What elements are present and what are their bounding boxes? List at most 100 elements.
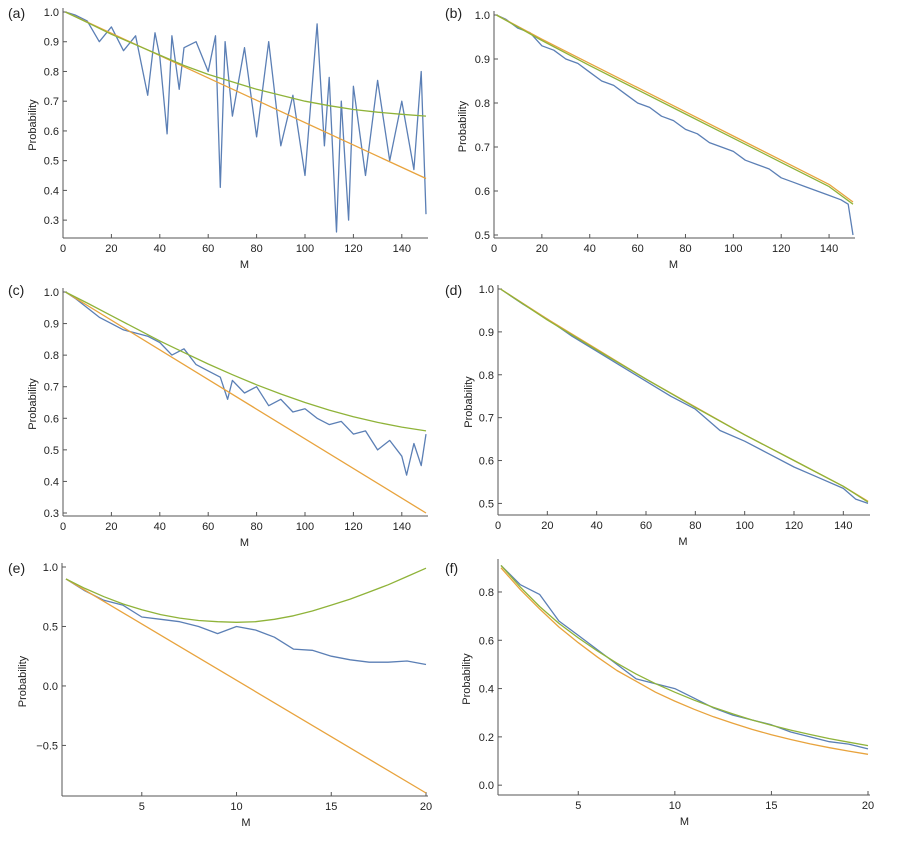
x-tick-label: 20 xyxy=(105,521,117,533)
y-tick-label: 0.6 xyxy=(44,413,59,425)
x-tick-label: 140 xyxy=(393,243,411,255)
y-axis-label: Probability xyxy=(17,655,29,707)
x-axis-label: M xyxy=(678,536,687,548)
y-tick-label: 0.5 xyxy=(44,445,59,457)
x-tick-label: 80 xyxy=(250,243,262,255)
x-axis-label: M xyxy=(240,537,249,549)
y-tick-label: 0.5 xyxy=(479,498,494,510)
panel-label: (a) xyxy=(8,5,25,21)
x-tick-label: 100 xyxy=(296,243,314,255)
panel-label: (e) xyxy=(8,560,25,576)
x-tick-label: 0 xyxy=(491,243,497,255)
data-series-line xyxy=(496,14,854,236)
y-tick-label: 0.9 xyxy=(44,37,59,49)
x-tick-label: 140 xyxy=(393,521,411,533)
linear-approx-line xyxy=(65,11,427,180)
x-tick-label: 0 xyxy=(60,243,66,255)
quadratic-approx-line xyxy=(500,288,869,503)
y-tick-label: 0.3 xyxy=(44,508,59,520)
x-tick-label: 20 xyxy=(536,243,548,255)
y-tick-label: 1.0 xyxy=(44,7,59,19)
y-tick-label: 0.8 xyxy=(479,370,494,382)
y-tick-label: 0.9 xyxy=(479,327,494,339)
chart-panel-6: (f) 5 10 15 20 0.0 0.2 0.4 0.6 0.8 M Probability xyxy=(445,559,874,828)
x-tick-label: 20 xyxy=(862,800,874,812)
y-tick-label: 0.5 xyxy=(43,621,58,633)
x-tick-label: 40 xyxy=(591,520,603,532)
x-tick-label: 0 xyxy=(495,520,501,532)
x-tick-label: 20 xyxy=(541,520,553,532)
y-tick-label: 0.2 xyxy=(479,732,494,744)
x-tick-label: 15 xyxy=(325,801,337,813)
x-tick-label: 40 xyxy=(154,243,166,255)
y-tick-label: 0.5 xyxy=(44,156,59,168)
y-tick-label: 0.4 xyxy=(479,684,494,696)
x-tick-label: 40 xyxy=(154,521,166,533)
y-axis-label: Probability xyxy=(27,378,39,430)
x-tick-label: 80 xyxy=(250,521,262,533)
chart-panel-3: (c) 0 20 40 60 80 100 120 140 0.3 0.4 0.5 0.6 0.7 0.8 0… xyxy=(8,282,428,549)
y-tick-label: 0.8 xyxy=(44,66,59,78)
x-tick-label: 100 xyxy=(724,243,742,255)
y-tick-label: 0.0 xyxy=(479,780,494,792)
y-tick-label: 0.4 xyxy=(44,185,59,197)
linear-approx-line xyxy=(500,288,869,502)
y-tick-label: 0.4 xyxy=(44,476,59,488)
linear-approx-line xyxy=(65,291,427,514)
x-tick-label: 120 xyxy=(344,521,362,533)
y-tick-label: 1.0 xyxy=(44,287,59,299)
x-tick-label: 120 xyxy=(344,243,362,255)
linear-approx-line xyxy=(65,578,427,794)
x-tick-label: 140 xyxy=(820,243,838,255)
panel-label: (b) xyxy=(445,5,462,21)
y-tick-label: 0.6 xyxy=(44,126,59,138)
y-tick-label: 0.7 xyxy=(44,382,59,394)
y-tick-label: 0.9 xyxy=(44,319,59,331)
x-tick-label: 20 xyxy=(420,801,432,813)
x-tick-label: 20 xyxy=(105,243,117,255)
data-series-line xyxy=(500,564,869,750)
x-tick-label: 60 xyxy=(640,520,652,532)
x-axis-label: M xyxy=(241,817,250,829)
data-series-line xyxy=(65,11,427,233)
y-tick-label: 0.7 xyxy=(44,96,59,108)
y-axis-label: Probability xyxy=(27,99,39,151)
x-tick-label: 40 xyxy=(584,243,596,255)
y-tick-label: 0.7 xyxy=(475,142,490,154)
x-tick-label: 100 xyxy=(296,521,314,533)
y-tick-label: 1.0 xyxy=(475,10,490,22)
x-tick-label: 120 xyxy=(785,520,803,532)
x-tick-label: 5 xyxy=(575,800,581,812)
panel-label: (c) xyxy=(8,282,24,298)
x-tick-label: 5 xyxy=(139,801,145,813)
y-tick-label: 0.7 xyxy=(479,413,494,425)
quadratic-approx-line xyxy=(496,14,854,205)
x-tick-label: 15 xyxy=(765,800,777,812)
x-tick-label: 60 xyxy=(202,243,214,255)
y-tick-label: 0.8 xyxy=(479,587,494,599)
x-axis-label: M xyxy=(240,259,249,271)
x-axis-label: M xyxy=(680,816,689,828)
x-tick-label: 80 xyxy=(679,243,691,255)
y-tick-label: 0.5 xyxy=(475,230,490,242)
y-axis-label: Probability xyxy=(457,100,469,152)
y-tick-label: 0.6 xyxy=(479,456,494,468)
linear-approx-line xyxy=(500,567,869,755)
x-tick-label: 60 xyxy=(631,243,643,255)
data-series-line xyxy=(65,578,427,666)
x-tick-label: 10 xyxy=(230,801,242,813)
chart-panel-5: (e) 5 10 15 20 −0.5 0.0 0.5 1.0 M Probability xyxy=(8,560,432,829)
y-tick-label: 1.0 xyxy=(479,284,494,296)
y-tick-label: 0.8 xyxy=(475,98,490,110)
x-axis-label: M xyxy=(669,259,678,271)
linear-approx-line xyxy=(496,14,854,203)
x-tick-label: 100 xyxy=(735,520,753,532)
y-tick-label: 0.0 xyxy=(43,681,58,693)
y-tick-label: 0.6 xyxy=(475,186,490,198)
quadratic-approx-line xyxy=(65,11,427,117)
data-series-line xyxy=(500,288,869,505)
chart-panel-2: (b) 0 20 40 60 80 100 120 140 0.5 0.6 0.7 0.8 0.9 1.0 M… xyxy=(445,5,855,271)
y-tick-label: 0.3 xyxy=(44,215,59,227)
x-tick-label: 0 xyxy=(60,521,66,533)
